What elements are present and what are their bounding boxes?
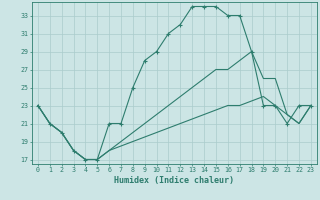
X-axis label: Humidex (Indice chaleur): Humidex (Indice chaleur) xyxy=(115,176,234,185)
